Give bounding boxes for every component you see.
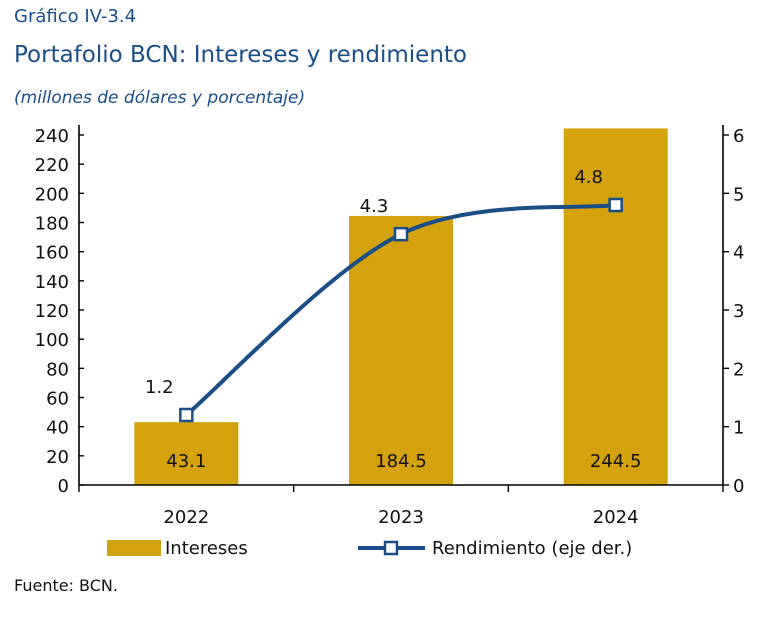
legend-label-intereses: Intereses [165,538,248,559]
legend-swatch-intereses [107,540,161,556]
line-point-2024 [608,197,623,213]
line-point-2023 [393,226,409,242]
right-tick-label-4: 4 [733,243,744,264]
bar-2024 [563,128,668,485]
bar-label-2022: 43.1 [166,451,206,472]
line-point-2022 [179,407,194,423]
left-tick-label-0: 0 [58,476,69,497]
right-tick-label-5: 5 [733,184,744,205]
left-tick-label-100: 100 [35,330,69,351]
x-tick-label-2022: 2022 [163,507,209,528]
right-tick-label-1: 1 [733,418,744,439]
legend-swatch-rendimiento-marker [383,540,399,556]
bar-label-2024: 244.5 [590,451,642,472]
right-tick-label-2: 2 [733,359,744,380]
chart-subtitle: (millones de dólares y porcentaje) [14,88,306,108]
line-label-2024: 4.8 [574,167,603,188]
x-tick-label-2023: 2023 [378,507,424,528]
source-note: Fuente: BCN. [14,576,118,595]
bar-label-2023: 184.5 [375,451,427,472]
right-tick-label-6: 6 [733,126,744,147]
right-tick-label-0: 0 [733,476,744,497]
x-tick-label-2024: 2024 [593,507,639,528]
legend-label-rendimiento: Rendimiento (eje der.) [432,538,632,559]
bar-2023 [349,215,453,485]
line-label-2023: 4.3 [360,196,389,217]
left-tick-label-160: 160 [35,243,69,264]
chart-number: Gráfico IV-3.4 [14,6,137,27]
left-tick-label-240: 240 [35,126,69,147]
left-tick-label-40: 40 [46,418,69,439]
left-tick-label-20: 20 [46,447,69,468]
line-label-2022: 1.2 [145,377,174,398]
left-tick-label-120: 120 [35,301,69,322]
right-tick-label-3: 3 [733,301,744,322]
left-tick-label-140: 140 [35,272,69,293]
left-tick-label-180: 180 [35,214,69,235]
chart-title: Portafolio BCN: Intereses y rendimiento [14,42,467,68]
bar-2022 [134,422,239,485]
left-tick-label-60: 60 [46,389,69,410]
left-tick-label-200: 200 [35,184,69,205]
left-tick-label-80: 80 [46,359,69,380]
left-tick-label-220: 220 [35,155,69,176]
